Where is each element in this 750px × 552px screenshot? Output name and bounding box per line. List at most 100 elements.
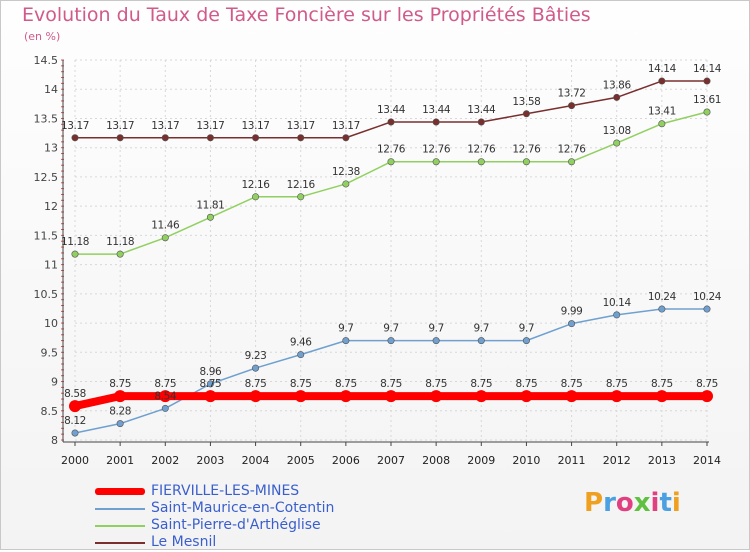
- legend-item-le-mesnil: Le Mesnil: [95, 534, 334, 551]
- x-tick-label: 2008: [422, 454, 450, 467]
- data-point-saint-maurice-en-cotentin: [703, 305, 711, 313]
- data-label-saint-maurice-en-cotentin: 9.7: [338, 323, 354, 335]
- data-label-fierville-les-mines: 8.75: [425, 378, 447, 390]
- legend-swatch-fierville: [95, 488, 145, 495]
- data-label-saint-pierre-d-arth-glise: 12.76: [512, 144, 541, 156]
- data-label-le-mesnil: 13.17: [242, 120, 270, 132]
- grid-layer: [74, 59, 708, 441]
- x-tick-label: 2011: [558, 454, 586, 467]
- data-point-le-mesnil: [477, 118, 485, 126]
- data-point-saint-pierre-d-arth-glise: [252, 193, 260, 201]
- data-point-saint-pierre-d-arth-glise: [477, 158, 485, 166]
- data-point-saint-maurice-en-cotentin: [206, 380, 214, 388]
- x-tick-label: 2006: [332, 454, 360, 467]
- data-label-le-mesnil: 13.17: [332, 120, 360, 132]
- chart-title: Evolution du Taux de Taxe Foncière sur l…: [22, 4, 591, 26]
- data-label-fierville-les-mines: 8.75: [470, 378, 492, 390]
- data-label-saint-maurice-en-cotentin: 9.7: [383, 323, 399, 335]
- data-point-saint-maurice-en-cotentin: [71, 429, 79, 437]
- x-tick-label: 2004: [242, 454, 270, 467]
- data-point-saint-maurice-en-cotentin: [522, 337, 530, 345]
- data-label-le-mesnil: 13.17: [196, 120, 224, 132]
- y-tick-label: 10.5: [34, 288, 59, 301]
- data-label-saint-pierre-d-arth-glise: 12.76: [422, 144, 451, 156]
- data-label-le-mesnil: 13.44: [377, 104, 406, 116]
- legend-swatch-saint-pierre: [95, 524, 145, 527]
- data-label-saint-pierre-d-arth-glise: 13.08: [603, 125, 631, 137]
- data-point-saint-maurice-en-cotentin: [252, 364, 260, 372]
- data-label-saint-maurice-en-cotentin: 9.7: [474, 323, 490, 335]
- legend-item-saint-maurice: Saint-Maurice-en-Cotentin: [95, 500, 334, 517]
- legend-label-fierville: FIERVILLE-LES-MINES: [151, 483, 300, 499]
- data-label-saint-maurice-en-cotentin: 9.99: [561, 306, 583, 318]
- brand-logo-letter: r: [603, 488, 616, 518]
- brand-logo-letter: t: [659, 488, 672, 518]
- x-tick-label: 2002: [151, 454, 179, 467]
- data-point-le-mesnil: [432, 118, 440, 126]
- data-point-saint-pierre-d-arth-glise: [116, 250, 124, 258]
- y-tick-label: 13.5: [34, 112, 59, 125]
- data-point-saint-pierre-d-arth-glise: [161, 234, 169, 242]
- y-tick-label: 9.5: [41, 346, 59, 359]
- legend: FIERVILLE-LES-MINES Saint-Maurice-en-Cot…: [95, 483, 334, 551]
- data-point-le-mesnil: [522, 110, 530, 118]
- data-label-fierville-les-mines: 8.58: [64, 388, 86, 400]
- data-label-fierville-les-mines: 8.75: [290, 378, 312, 390]
- y-tick-label: 11.5: [34, 229, 59, 242]
- data-label-fierville-les-mines: 8.75: [516, 378, 538, 390]
- data-point-saint-maurice-en-cotentin: [342, 337, 350, 345]
- data-point-saint-pierre-d-arth-glise: [206, 213, 214, 221]
- data-point-le-mesnil: [568, 102, 576, 110]
- data-label-saint-pierre-d-arth-glise: 12.16: [242, 179, 271, 191]
- y-tick-label: 9: [51, 376, 58, 389]
- y-tick-label: 14.5: [34, 54, 59, 67]
- data-point-saint-pierre-d-arth-glise: [342, 180, 350, 188]
- data-label-fierville-les-mines: 8.75: [245, 378, 267, 390]
- data-point-le-mesnil: [387, 118, 395, 126]
- data-point-saint-maurice-en-cotentin: [658, 305, 666, 313]
- data-point-saint-maurice-en-cotentin: [161, 404, 169, 412]
- data-point-saint-maurice-en-cotentin: [297, 351, 305, 359]
- x-tick-label: 2001: [106, 454, 134, 467]
- data-label-fierville-les-mines: 8.75: [154, 378, 176, 390]
- data-label-fierville-les-mines: 8.75: [200, 378, 222, 390]
- data-label-layer: 13.17 13.17 13.17 13.17 13.17 13.17 13.17 13.44…: [61, 63, 722, 427]
- y-tick-label: 10: [44, 317, 58, 330]
- data-label-fierville-les-mines: 8.75: [561, 378, 583, 390]
- data-label-le-mesnil: 13.17: [106, 120, 134, 132]
- data-label-saint-maurice-en-cotentin: 10.24: [648, 291, 677, 303]
- data-point-saint-maurice-en-cotentin: [477, 337, 485, 345]
- legend-label-saint-maurice: Saint-Maurice-en-Cotentin: [151, 500, 335, 516]
- brand-logo-letter: i: [650, 488, 660, 518]
- x-tick-label: 2010: [512, 454, 540, 467]
- data-point-fierville-les-mines: [385, 390, 397, 403]
- data-label-le-mesnil: 14.14: [648, 63, 677, 75]
- data-label-saint-pierre-d-arth-glise: 11.18: [61, 236, 89, 248]
- x-tick-label: 2013: [648, 454, 676, 467]
- data-label-saint-pierre-d-arth-glise: 12.76: [558, 144, 587, 156]
- data-label-le-mesnil: 13.17: [151, 120, 179, 132]
- data-point-saint-maurice-en-cotentin: [387, 337, 395, 345]
- data-label-saint-maurice-en-cotentin: 9.7: [519, 323, 535, 335]
- data-label-saint-pierre-d-arth-glise: 12.16: [287, 179, 316, 191]
- data-point-saint-maurice-en-cotentin: [432, 337, 440, 345]
- legend-label-saint-pierre: Saint-Pierre-d'Arthéglise: [151, 517, 321, 533]
- legend-item-saint-pierre: Saint-Pierre-d'Arthéglise: [95, 517, 334, 534]
- y-tick-label: 14: [44, 83, 58, 96]
- data-label-saint-pierre-d-arth-glise: 12.76: [377, 144, 406, 156]
- data-point-le-mesnil: [161, 134, 169, 142]
- y-tick-label: 13: [44, 142, 58, 155]
- data-label-saint-maurice-en-cotentin: 8.96: [200, 366, 222, 378]
- data-point-saint-maurice-en-cotentin: [116, 420, 124, 428]
- data-label-saint-pierre-d-arth-glise: 11.81: [196, 199, 224, 211]
- data-point-saint-pierre-d-arth-glise: [522, 158, 530, 166]
- data-label-saint-pierre-d-arth-glise: 11.18: [106, 236, 134, 248]
- data-point-saint-pierre-d-arth-glise: [387, 158, 395, 166]
- data-point-le-mesnil: [342, 134, 350, 142]
- data-point-fierville-les-mines: [520, 390, 533, 403]
- brand-logo-letter: o: [615, 488, 634, 518]
- y-tick-label: 12.5: [34, 171, 59, 184]
- data-label-le-mesnil: 13.58: [512, 96, 540, 108]
- data-point-le-mesnil: [703, 77, 711, 85]
- legend-label-le-mesnil: Le Mesnil: [151, 534, 217, 550]
